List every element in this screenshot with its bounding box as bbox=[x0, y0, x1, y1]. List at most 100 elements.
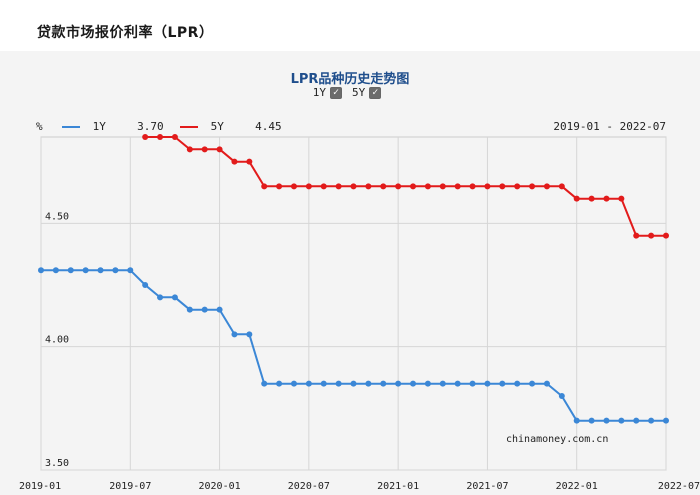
data-point-5y bbox=[618, 195, 625, 202]
data-point-5y bbox=[454, 183, 461, 190]
data-point-1y bbox=[67, 267, 74, 274]
data-point-1y bbox=[603, 417, 610, 424]
data-point-5y bbox=[499, 183, 506, 190]
data-point-1y bbox=[127, 267, 134, 274]
legend-swatch-1y bbox=[62, 126, 80, 128]
data-point-1y bbox=[186, 306, 193, 313]
data-point-5y bbox=[186, 146, 193, 153]
data-point-1y bbox=[52, 267, 59, 274]
x-tick-label: 2020-07 bbox=[288, 481, 330, 492]
y-tick-label: 3.50 bbox=[45, 458, 69, 469]
data-point-1y bbox=[558, 393, 565, 399]
x-tick-label: 2022-01 bbox=[556, 481, 598, 492]
data-point-5y bbox=[246, 158, 253, 165]
data-point-5y bbox=[469, 183, 476, 190]
data-point-5y bbox=[231, 158, 238, 165]
y-tick-label: 4.00 bbox=[45, 335, 69, 346]
data-point-5y bbox=[424, 183, 431, 190]
legend-name-1y: 1Y bbox=[92, 120, 106, 133]
data-point-5y bbox=[335, 183, 342, 190]
data-point-5y bbox=[320, 183, 327, 190]
data-point-1y bbox=[231, 331, 238, 338]
data-point-5y bbox=[201, 146, 208, 153]
data-point-1y bbox=[380, 380, 387, 387]
plot-area bbox=[40, 136, 667, 471]
data-point-5y bbox=[543, 183, 550, 190]
legend-item-1y: 1Y 3.70 bbox=[62, 120, 164, 133]
data-point-5y bbox=[290, 183, 297, 190]
data-point-5y bbox=[216, 146, 223, 153]
data-point-5y bbox=[648, 232, 655, 239]
data-point-1y bbox=[320, 380, 327, 387]
data-point-1y bbox=[424, 380, 431, 387]
data-point-1y bbox=[618, 417, 625, 424]
legend-value-1y: 3.70 bbox=[137, 120, 164, 133]
data-point-5y bbox=[350, 183, 357, 190]
watermark: chinamoney.com.cn bbox=[506, 434, 608, 445]
toggle-5y-checkbox[interactable]: ✓ bbox=[369, 86, 382, 99]
data-point-1y bbox=[38, 267, 44, 274]
data-point-1y bbox=[290, 380, 297, 387]
data-point-5y bbox=[588, 195, 595, 202]
data-point-5y bbox=[529, 183, 536, 190]
data-point-1y bbox=[171, 294, 178, 301]
x-tick-label: 2020-01 bbox=[198, 481, 240, 492]
data-point-1y bbox=[514, 380, 521, 387]
data-point-1y bbox=[261, 380, 268, 387]
data-point-5y bbox=[484, 183, 491, 190]
data-point-1y bbox=[305, 380, 312, 387]
data-point-1y bbox=[216, 306, 223, 313]
data-point-1y bbox=[410, 380, 417, 387]
data-point-1y bbox=[82, 267, 89, 274]
page-title: 贷款市场报价利率（LPR） bbox=[37, 25, 214, 41]
data-point-1y bbox=[484, 380, 491, 387]
data-point-5y bbox=[439, 183, 446, 190]
data-point-5y bbox=[633, 232, 640, 239]
data-point-1y bbox=[142, 282, 149, 288]
data-point-1y bbox=[663, 417, 669, 424]
toggle-1y-checkbox[interactable]: ✓ bbox=[330, 86, 342, 99]
legend-item-5y: 5Y 4.45 bbox=[180, 120, 282, 133]
data-point-5y bbox=[305, 183, 312, 190]
data-point-5y bbox=[410, 183, 417, 190]
legend-swatch-5y bbox=[180, 126, 198, 128]
toggle-5y-label: 5Y bbox=[352, 86, 366, 99]
data-point-5y bbox=[365, 183, 372, 190]
date-range-label: 2019-01 - 2022-07 bbox=[553, 120, 666, 133]
data-point-1y bbox=[335, 380, 342, 387]
x-tick-label: 2022-07 bbox=[658, 481, 700, 492]
data-point-1y bbox=[350, 380, 357, 387]
data-point-5y bbox=[573, 195, 580, 202]
data-point-5y bbox=[663, 232, 669, 239]
data-point-5y bbox=[157, 134, 164, 140]
data-point-5y bbox=[603, 195, 610, 202]
data-point-5y bbox=[395, 183, 402, 190]
data-point-1y bbox=[543, 380, 550, 387]
x-tick-label: 2021-01 bbox=[377, 481, 419, 492]
data-point-1y bbox=[573, 417, 580, 424]
data-point-1y bbox=[439, 380, 446, 387]
x-tick-label: 2019-07 bbox=[109, 481, 151, 492]
data-point-1y bbox=[469, 380, 476, 387]
data-point-1y bbox=[112, 267, 119, 274]
data-point-5y bbox=[261, 183, 268, 190]
legend-name-5y: 5Y bbox=[210, 120, 224, 133]
data-point-5y bbox=[558, 183, 565, 190]
y-unit-label: % bbox=[36, 120, 43, 133]
data-point-1y bbox=[499, 380, 506, 387]
data-point-1y bbox=[529, 380, 536, 387]
data-point-1y bbox=[395, 380, 402, 387]
data-point-1y bbox=[454, 380, 461, 387]
toggle-1y-label: 1Y bbox=[312, 86, 326, 99]
data-point-1y bbox=[633, 417, 640, 424]
data-point-5y bbox=[276, 183, 283, 190]
chart-title: LPR品种历史走势图 bbox=[290, 72, 410, 87]
data-point-5y bbox=[142, 134, 149, 140]
data-point-1y bbox=[157, 294, 164, 301]
data-point-1y bbox=[365, 380, 372, 387]
data-point-1y bbox=[246, 331, 253, 338]
y-tick-label: 4.50 bbox=[45, 211, 69, 222]
data-point-1y bbox=[588, 417, 595, 424]
series-toggle-row: 1Y ✓ 5Y ✓ bbox=[0, 86, 700, 99]
